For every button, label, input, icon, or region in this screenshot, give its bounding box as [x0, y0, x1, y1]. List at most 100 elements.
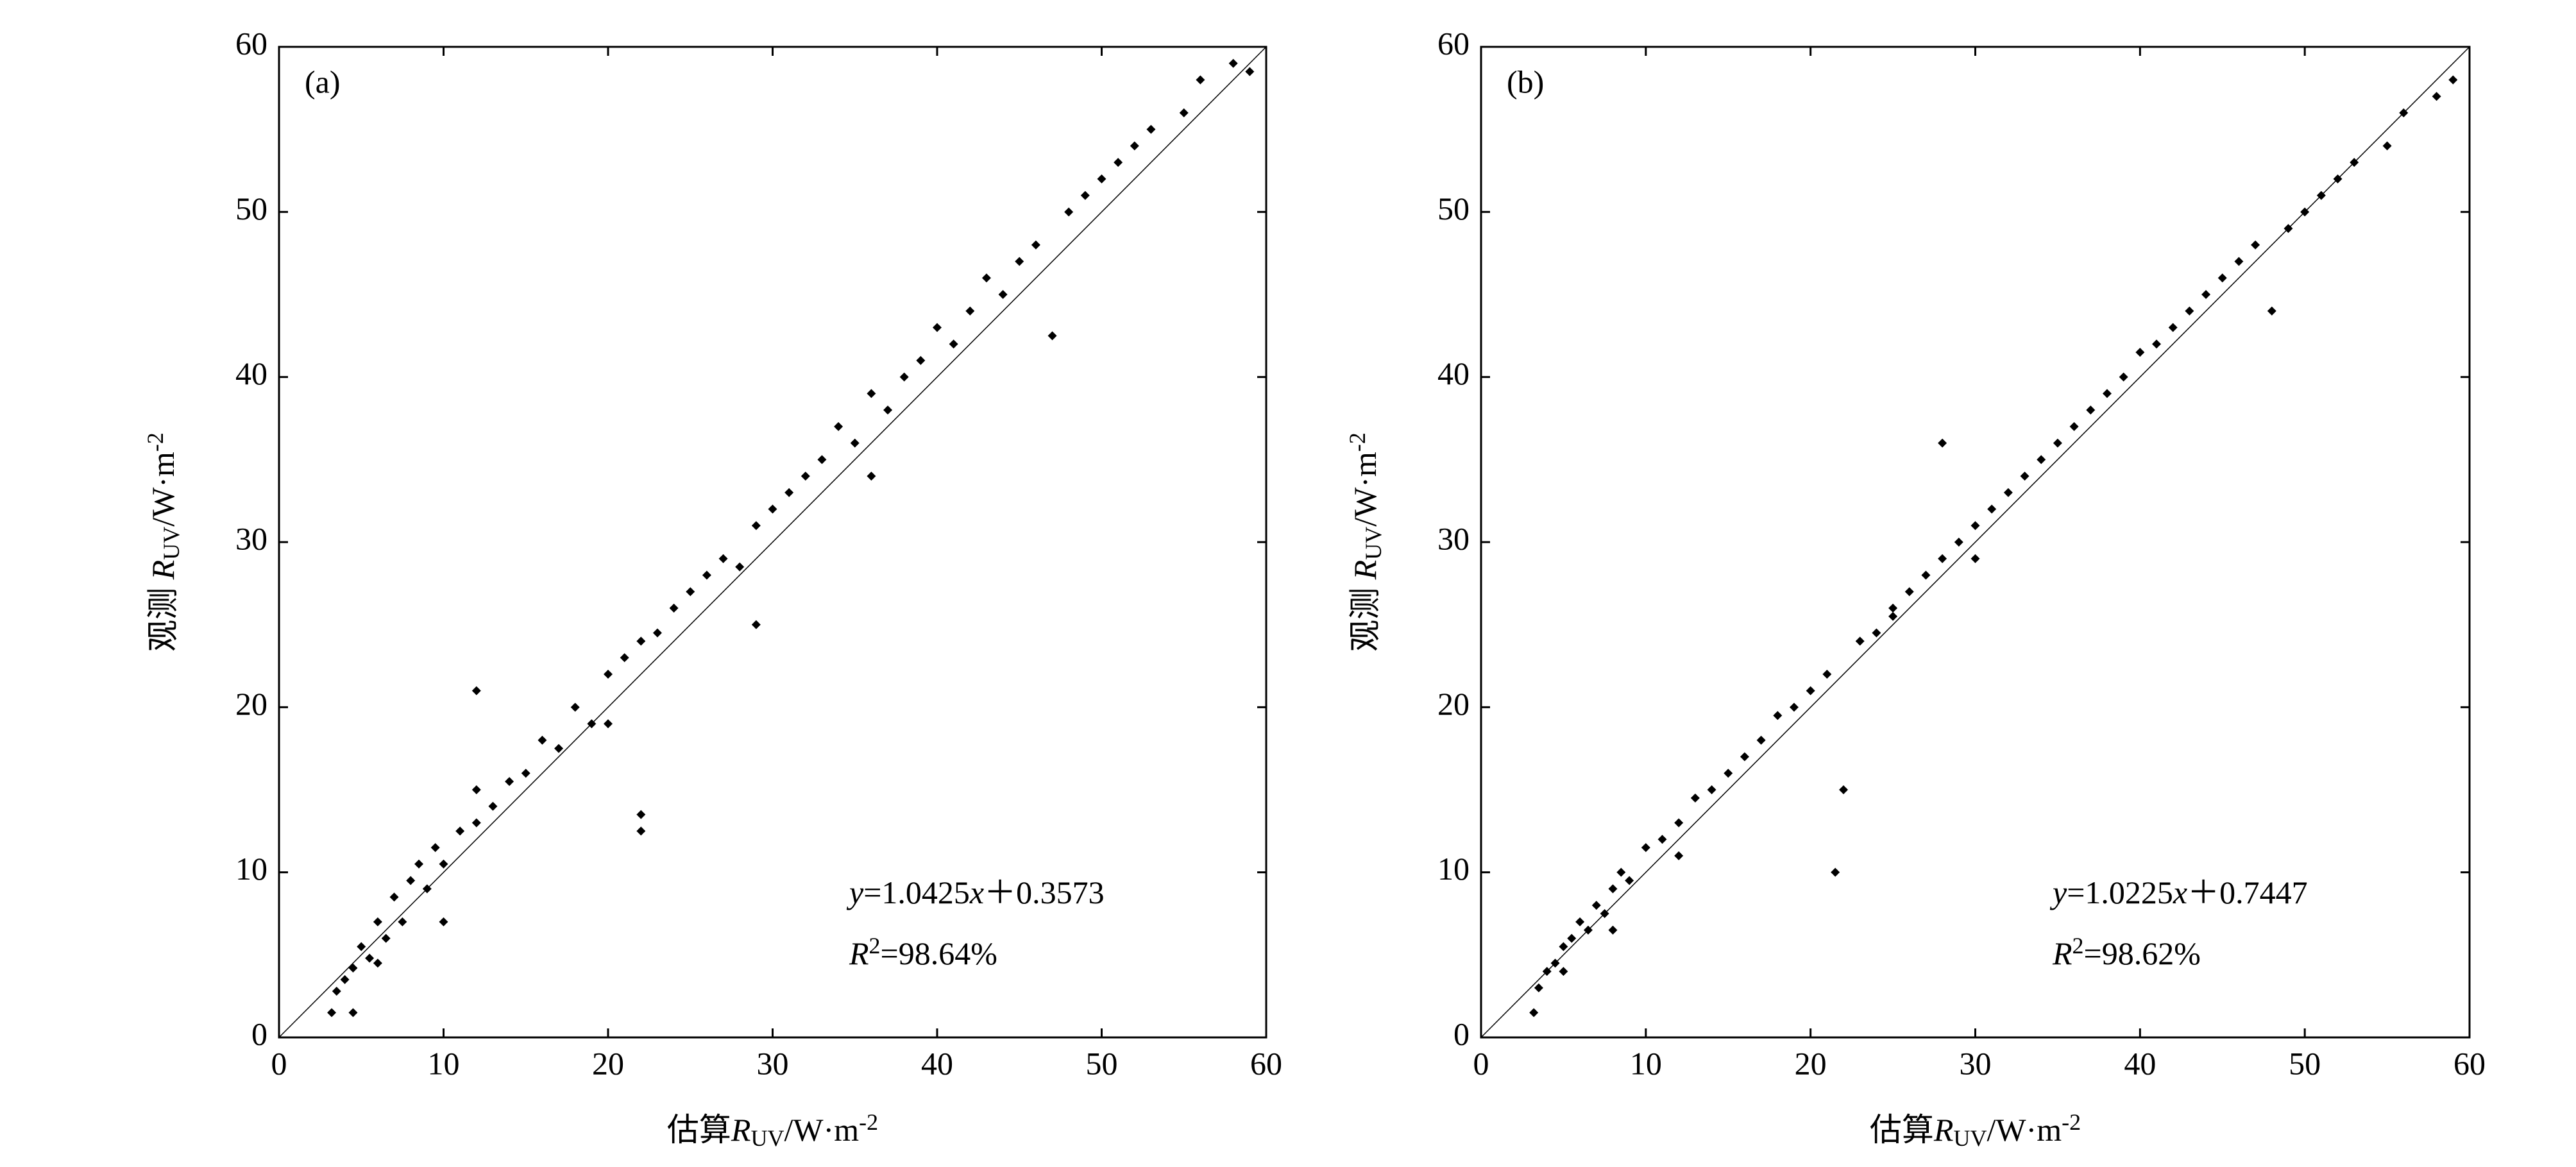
point — [1245, 67, 1255, 76]
point — [505, 777, 514, 787]
point — [801, 472, 810, 481]
point — [1657, 835, 1667, 844]
point — [686, 587, 695, 597]
point — [1529, 1008, 1539, 1018]
y-axis-label-part: -2 — [1344, 432, 1370, 452]
point — [1888, 611, 1898, 621]
point — [1146, 124, 1156, 134]
point — [471, 818, 481, 828]
point — [1600, 909, 1609, 918]
r-squared-part: =98.64% — [881, 935, 997, 971]
y-axis-label: 观测 RUV/W·m-2 — [1344, 432, 1386, 652]
y-axis-label-part: 观测 — [1347, 579, 1383, 652]
point — [867, 389, 876, 398]
r-squared: R2=98.64% — [849, 933, 997, 972]
y-tick-label: 50 — [235, 191, 267, 226]
point — [357, 942, 366, 951]
point — [1938, 438, 1947, 448]
point — [899, 372, 909, 382]
equation-part: x — [969, 874, 984, 910]
x-tick-label: 40 — [2124, 1045, 2156, 1081]
y-tick-label: 50 — [1437, 191, 1470, 226]
point — [636, 826, 646, 836]
point — [1904, 587, 1914, 597]
point — [1756, 735, 1766, 745]
point — [916, 355, 926, 365]
r-squared-part: R — [2052, 935, 2072, 971]
point — [2217, 273, 2227, 283]
point — [636, 810, 646, 819]
equation: y=1.0425x＋0.3573 — [846, 874, 1105, 910]
point — [1674, 851, 1684, 860]
point — [471, 785, 481, 794]
point — [1855, 636, 1865, 646]
y-axis-label-part: R — [1347, 560, 1383, 581]
equation-part: ＋0.3573 — [984, 874, 1105, 910]
point — [348, 963, 358, 973]
x-tick-label: 50 — [1086, 1045, 1118, 1081]
point — [1690, 793, 1700, 803]
point — [340, 975, 350, 984]
point — [1641, 843, 1650, 853]
point — [949, 339, 958, 349]
x-axis-label-part: 估算 — [667, 1112, 731, 1148]
point — [2382, 141, 2392, 151]
y-axis-label-part: /W·m — [1347, 452, 1383, 527]
point — [2003, 488, 2013, 497]
point — [981, 273, 991, 283]
x-tick-label: 50 — [2289, 1045, 2321, 1081]
x-axis-label-part: /W·m — [1987, 1112, 2062, 1148]
point — [373, 917, 382, 926]
point — [587, 719, 597, 729]
point — [365, 953, 375, 963]
point — [348, 1008, 358, 1018]
x-tick-label: 20 — [1795, 1045, 1827, 1081]
y-tick-label: 0 — [1453, 1016, 1470, 1052]
point — [1080, 191, 1090, 200]
point — [2333, 174, 2343, 183]
y-axis-label-part: UV — [158, 527, 184, 560]
point — [430, 843, 440, 853]
point — [1921, 570, 1931, 580]
y-axis-label-part: 观测 — [145, 579, 181, 652]
point — [455, 826, 465, 836]
point — [2432, 92, 2441, 101]
point — [1228, 58, 1238, 68]
point — [554, 744, 564, 753]
point — [2053, 438, 2062, 448]
point — [2102, 389, 2112, 398]
point — [1583, 925, 1593, 935]
point — [1970, 521, 1980, 531]
point — [1550, 958, 1560, 968]
point — [1707, 785, 1716, 794]
point — [702, 570, 711, 580]
point — [2168, 323, 2178, 332]
point — [1872, 628, 1881, 638]
x-axis-label-part: /W·m — [784, 1112, 859, 1148]
point — [620, 653, 629, 663]
point — [1608, 925, 1618, 935]
point — [2300, 207, 2310, 217]
point — [1047, 331, 1057, 341]
point — [933, 323, 942, 332]
point — [867, 472, 876, 481]
point — [2234, 257, 2244, 266]
y-axis-label-part: /W·m — [145, 452, 181, 527]
x-tick-label: 30 — [1960, 1045, 1992, 1081]
point — [1591, 901, 1601, 910]
point — [1064, 207, 1074, 217]
point — [1822, 669, 1832, 679]
x-tick-label: 60 — [1250, 1045, 1282, 1081]
point — [652, 628, 662, 638]
x-axis-label-part: UV — [750, 1125, 784, 1151]
equation: y=1.0225x＋0.7447 — [2049, 874, 2308, 910]
point — [422, 884, 432, 894]
x-axis-label-part: 估算 — [1870, 1112, 1934, 1148]
r-squared-part: R — [849, 935, 869, 971]
point — [768, 504, 777, 514]
panel-label: (a) — [305, 64, 341, 99]
point — [327, 1008, 337, 1018]
point — [817, 455, 827, 464]
point — [2284, 224, 2293, 234]
point — [471, 686, 481, 695]
